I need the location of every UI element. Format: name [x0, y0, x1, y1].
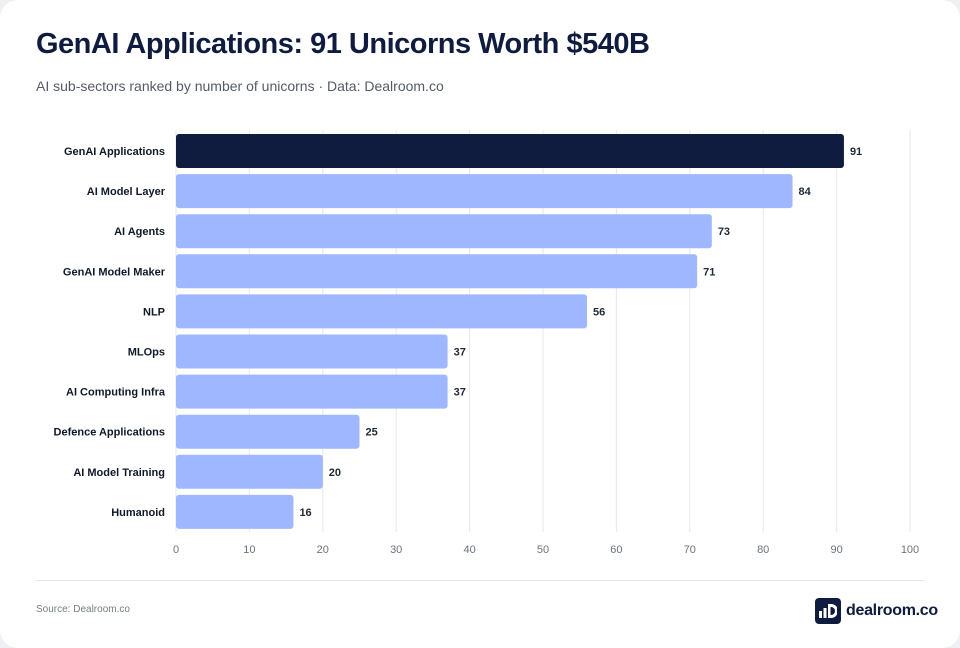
bar[interactable] — [176, 414, 360, 449]
category-label: Humanoid — [111, 507, 165, 519]
category-label: GenAI Applications — [64, 146, 165, 158]
category-label: AI Model Training — [73, 467, 165, 479]
category-label: AI Agents — [114, 226, 165, 238]
chart-subtitle: AI sub-sectors ranked by number of unico… — [36, 78, 444, 94]
bar[interactable] — [176, 134, 844, 168]
x-tick-label: 20 — [317, 544, 329, 556]
bars — [176, 134, 844, 529]
x-tick-label: 90 — [830, 544, 842, 556]
x-tick-label: 80 — [757, 544, 769, 556]
x-tick-label: 0 — [173, 544, 179, 556]
footer-divider — [36, 580, 924, 581]
x-tick-label: 60 — [610, 544, 622, 556]
dealroom-logo[interactable]: dealroom.co — [815, 598, 938, 624]
value-label: 71 — [703, 266, 715, 278]
dealroom-logo-text: dealroom.co — [846, 602, 938, 619]
bar[interactable] — [176, 494, 294, 529]
x-tick-label: 100 — [901, 544, 919, 556]
category-label: GenAI Model Maker — [63, 266, 166, 278]
bar[interactable] — [176, 294, 588, 329]
value-label: 56 — [593, 306, 605, 318]
bar[interactable] — [176, 454, 323, 489]
bar[interactable] — [176, 214, 712, 249]
bar[interactable] — [176, 174, 793, 209]
category-label: NLP — [143, 306, 165, 318]
category-label: AI Computing Infra — [66, 387, 166, 399]
bar-chart: 0 10 20 30 40 50 60 70 80 90 100 GenAI Applications… — [54, 130, 920, 556]
bar[interactable] — [176, 374, 448, 409]
source-note: Source: Dealroom.co — [36, 604, 130, 615]
value-label: 16 — [299, 507, 311, 519]
value-label: 37 — [454, 387, 466, 399]
value-label: 20 — [329, 467, 341, 479]
x-tick-label: 70 — [684, 544, 696, 556]
value-label: 73 — [718, 226, 730, 238]
labels: 0 10 20 30 40 50 60 70 80 90 100 GenAI Applications… — [54, 146, 920, 556]
value-label: 25 — [366, 427, 378, 439]
category-label: MLOps — [128, 347, 165, 359]
x-tick-label: 10 — [243, 544, 255, 556]
category-label: AI Model Layer — [87, 186, 166, 198]
x-tick-label: 50 — [537, 544, 549, 556]
value-label: 37 — [454, 347, 466, 359]
chart-title: GenAI Applications: 91 Unicorns Worth $5… — [36, 28, 650, 60]
value-label: 91 — [850, 146, 862, 158]
value-label: 84 — [799, 186, 812, 198]
bar[interactable] — [176, 334, 448, 369]
x-tick-label: 40 — [463, 544, 475, 556]
x-tick-label: 30 — [390, 544, 402, 556]
dealroom-logo-icon — [815, 598, 841, 624]
category-label: Defence Applications — [54, 427, 165, 439]
bar[interactable] — [176, 254, 698, 289]
